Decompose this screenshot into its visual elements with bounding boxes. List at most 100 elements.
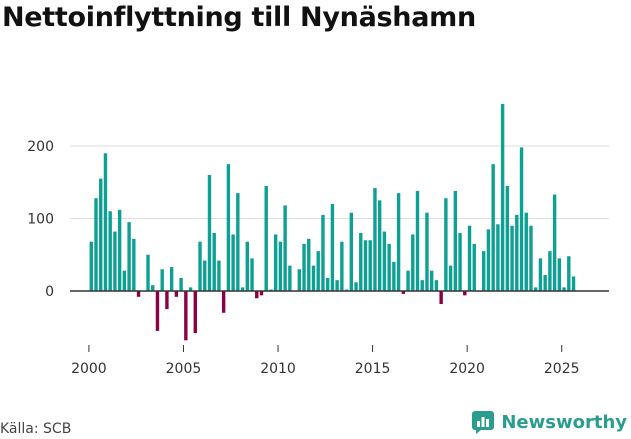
bar — [472, 243, 476, 292]
bar — [122, 270, 127, 291]
bar — [273, 234, 278, 291]
bar — [278, 241, 283, 291]
x-tick-label: 2015 — [355, 361, 391, 377]
bar — [363, 240, 368, 291]
bar — [349, 212, 354, 291]
bar — [500, 103, 505, 291]
bar — [250, 258, 254, 292]
bar — [425, 212, 429, 291]
bar — [302, 243, 306, 292]
bar — [373, 188, 377, 291]
bar — [552, 194, 557, 291]
y-tick-label: 0 — [45, 284, 54, 300]
bar — [245, 241, 249, 291]
bar — [108, 211, 112, 291]
bar — [458, 233, 462, 291]
x-tick-label: 2010 — [260, 361, 296, 377]
bar — [396, 193, 401, 292]
bar — [179, 277, 183, 291]
bar — [221, 291, 226, 313]
bar — [203, 260, 207, 291]
bar — [557, 258, 562, 292]
bar — [103, 153, 108, 291]
bar — [146, 254, 150, 291]
bar — [174, 291, 179, 297]
x-tick-label: 2005 — [166, 361, 202, 377]
newsworthy-logo-icon — [472, 411, 495, 434]
newsworthy-logo[interactable]: Newsworthy — [471, 408, 627, 436]
bar — [335, 280, 339, 292]
bar — [325, 277, 330, 291]
bar — [562, 287, 566, 292]
bar — [524, 212, 528, 291]
bar — [136, 291, 141, 297]
bar — [236, 193, 240, 292]
bar — [117, 209, 122, 291]
x-tick-label: 2025 — [544, 361, 580, 377]
bar — [307, 238, 311, 291]
bar — [510, 225, 514, 291]
bar — [505, 185, 510, 292]
bar — [89, 241, 93, 291]
bar — [151, 285, 155, 291]
bar — [571, 276, 576, 291]
bar — [534, 287, 538, 292]
bar — [453, 190, 458, 291]
bar — [297, 269, 302, 291]
y-axis-ticks: 0 100 200 — [27, 139, 54, 300]
bar — [406, 270, 410, 291]
bar — [207, 175, 212, 291]
bar — [382, 231, 387, 291]
gridlines — [70, 145, 609, 219]
bar — [330, 204, 335, 291]
bar — [255, 291, 259, 299]
bar — [359, 233, 363, 291]
bar — [155, 291, 160, 331]
bar — [377, 200, 382, 292]
bar — [543, 275, 547, 291]
bar — [354, 282, 358, 291]
bar — [113, 231, 117, 291]
bar — [165, 291, 169, 310]
bars — [70, 103, 609, 341]
bar — [212, 233, 216, 291]
bar — [448, 265, 453, 292]
bar — [411, 234, 415, 291]
bar — [434, 280, 439, 292]
bar — [368, 240, 372, 291]
x-axis-ticks: 2000 2005 2010 2015 2020 2025 — [71, 345, 580, 377]
bar — [548, 251, 552, 292]
bar — [415, 190, 420, 291]
bar — [491, 164, 495, 292]
bar — [288, 265, 292, 292]
bar — [264, 185, 268, 292]
chart-title: Nettoinflyttning till Nynäshamn — [2, 2, 476, 33]
bar — [226, 164, 231, 292]
bar — [94, 198, 98, 291]
bar — [392, 262, 396, 291]
bar — [188, 287, 193, 292]
bar — [420, 280, 424, 292]
bar — [193, 291, 197, 334]
bar — [231, 234, 235, 291]
y-tick-label: 100 — [27, 212, 54, 228]
bar — [198, 241, 202, 291]
bar — [387, 243, 391, 292]
bar — [283, 205, 287, 291]
bar — [99, 178, 103, 292]
bar — [132, 238, 136, 291]
bar — [184, 291, 188, 341]
bar — [401, 291, 406, 294]
bar — [538, 258, 543, 292]
x-tick-label: 2000 — [71, 361, 107, 377]
bar — [311, 265, 316, 292]
bar — [463, 291, 467, 296]
bar — [529, 225, 533, 291]
bar — [430, 270, 434, 291]
bar — [567, 256, 571, 291]
bar — [217, 260, 221, 291]
bar — [127, 222, 131, 292]
brand-name: Newsworthy — [501, 411, 627, 433]
bar — [496, 224, 500, 291]
bar — [340, 241, 344, 291]
